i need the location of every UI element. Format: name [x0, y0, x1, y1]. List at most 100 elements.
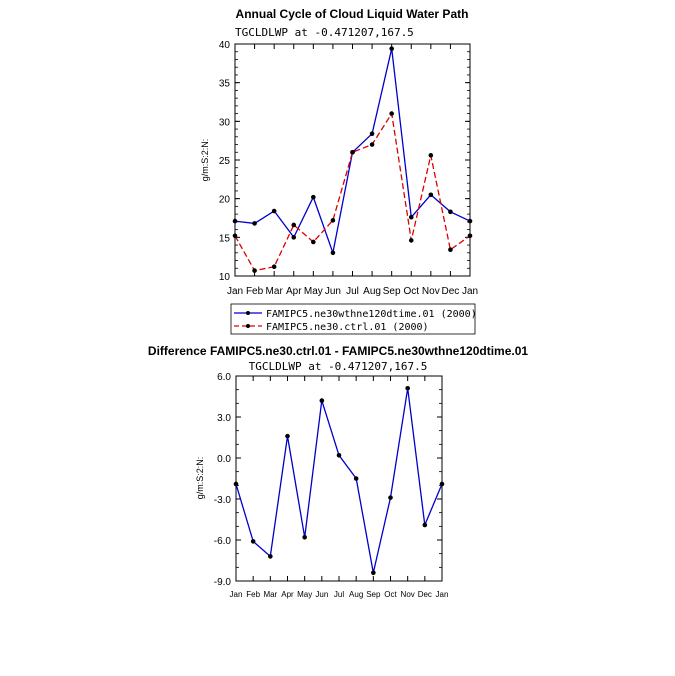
x-tick-label: May	[304, 286, 323, 297]
series-1-point	[233, 481, 239, 487]
chart2-series	[233, 386, 445, 576]
chart1-subtitle: TGCLDLWP at -0.471207,167.5	[235, 26, 414, 39]
series-2-point	[467, 233, 473, 239]
series-line-2	[234, 111, 471, 272]
series-1-point	[252, 221, 257, 226]
x-tick-label: Dec	[442, 286, 460, 297]
y-tick-label: 15	[219, 233, 231, 244]
x-tick-label: Nov	[401, 590, 415, 599]
x-tick-label: May	[297, 590, 312, 599]
chart1-series	[232, 46, 473, 273]
x-tick-label: Jun	[325, 286, 341, 297]
series-1-point	[408, 214, 414, 220]
y-tick-label: 30	[219, 117, 231, 128]
series-1-point	[336, 452, 342, 458]
legend-label-series-2: FAMIPC5.ne30.ctrl.01 (2000)	[266, 322, 429, 333]
series-1-point	[448, 209, 453, 215]
x-tick-label: Aug	[349, 590, 363, 599]
chart1-legend: FAMIPC5.ne30wthne120dtime.01 (2000) FAMI…	[230, 303, 477, 335]
series-1-point	[439, 481, 445, 487]
series-1-point	[389, 46, 394, 51]
y-tick-label: 0.0	[217, 454, 231, 465]
chart2-y-axis: -9.0 -6.0 -3.0 0.0 3.0 6.0	[214, 372, 442, 588]
series-1-point	[405, 386, 410, 391]
x-tick-label: Jan	[227, 286, 243, 297]
x-tick-label: Nov	[422, 286, 440, 297]
y-tick-label: 6.0	[217, 372, 231, 383]
x-tick-label: Dec	[418, 590, 432, 599]
chart1-title: Annual Cycle of Cloud Liquid Water Path	[236, 7, 469, 21]
y-tick-label: -9.0	[214, 577, 232, 588]
legend-marker-series-2	[246, 324, 250, 328]
annual-cycle-chart: Annual Cycle of Cloud Liquid Water Path …	[200, 7, 478, 297]
y-tick-label: 25	[219, 156, 231, 167]
chart1-y-axis: 10 15 20 25 30 35 40	[219, 40, 470, 283]
chart2-plot-frame	[235, 375, 443, 582]
series-1-point	[232, 218, 238, 224]
chart2-x-axis: Jan Feb Mar Apr May Jun Jul Aug Sep Oct Nov Dec Jan	[230, 376, 449, 599]
y-tick-label: 10	[219, 272, 231, 283]
x-tick-label: Jun	[315, 590, 328, 599]
y-tick-label: -6.0	[214, 536, 232, 547]
chart2-subtitle: TGCLDLWP at -0.471207,167.5	[249, 360, 428, 373]
series-1-point	[285, 433, 290, 439]
series-1-point	[302, 534, 307, 540]
x-tick-label: Jan	[436, 590, 449, 599]
series-2-point	[291, 222, 297, 228]
legend-marker-series-1	[246, 311, 250, 315]
series-1-point	[319, 398, 325, 403]
x-tick-label: Aug	[363, 286, 381, 297]
y-tick-label: -3.0	[214, 495, 232, 506]
legend-box	[230, 303, 476, 335]
series-1-point	[268, 554, 273, 559]
chart2-title: Difference FAMIPC5.ne30.ctrl.01 - FAMIPC…	[148, 344, 528, 358]
x-tick-label: Apr	[286, 286, 302, 297]
series-1-point	[353, 476, 359, 481]
series-2-point	[408, 238, 414, 243]
series-1-point	[311, 194, 316, 200]
series-2-point	[369, 142, 375, 147]
y-tick-label: 20	[219, 195, 231, 206]
series-1-point	[330, 250, 336, 256]
x-tick-label: Sep	[383, 286, 401, 297]
x-tick-label: Mar	[263, 590, 277, 599]
series-1-point	[291, 235, 297, 240]
series-1-point	[428, 192, 434, 198]
x-tick-label: Feb	[246, 286, 264, 297]
chart1-x-axis: Jan Feb Mar Apr May Jun Jul Aug Sep Oct Nov Dec Jan	[227, 44, 478, 297]
x-tick-label: Oct	[384, 590, 397, 599]
chart2-ylabel: g/m:S:2:N:	[195, 457, 205, 500]
x-tick-label: Jul	[346, 286, 359, 297]
series-2-point	[271, 264, 277, 270]
series-1-point	[271, 208, 277, 214]
series-1-point	[371, 570, 376, 576]
x-tick-label: Oct	[403, 286, 419, 297]
x-tick-label: Apr	[281, 590, 294, 599]
series-2-point	[252, 268, 257, 273]
series-1-point	[422, 522, 428, 528]
y-tick-label: 40	[219, 40, 231, 51]
series-2-point	[428, 153, 434, 158]
x-tick-label: Jul	[334, 590, 344, 599]
series-2-point	[350, 149, 355, 155]
x-tick-label: Sep	[366, 590, 381, 599]
y-tick-label: 3.0	[217, 413, 231, 424]
series-1-point	[467, 218, 473, 224]
series-1-point	[369, 131, 375, 137]
series-1-point	[250, 539, 256, 544]
x-tick-label: Jan	[462, 286, 478, 297]
chart1-ylabel: g/m:S:2:N:	[200, 139, 210, 182]
series-1-point	[388, 495, 393, 500]
y-tick-label: 35	[219, 79, 231, 90]
series-2-point	[389, 111, 394, 116]
series-2-point	[311, 239, 316, 245]
series-2-point	[232, 233, 238, 239]
series-2-point	[330, 218, 336, 223]
series-line-1	[235, 388, 443, 573]
difference-chart: Difference FAMIPC5.ne30.ctrl.01 - FAMIPC…	[148, 344, 528, 599]
x-tick-label: Mar	[266, 286, 284, 297]
chart1-plot-frame	[234, 43, 471, 277]
series-2-point	[448, 247, 453, 253]
x-tick-label: Feb	[246, 590, 260, 599]
